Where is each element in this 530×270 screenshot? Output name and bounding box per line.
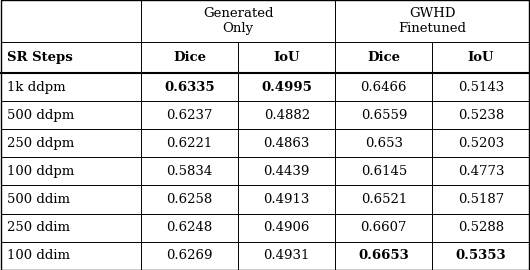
Text: 250 ddim: 250 ddim	[7, 221, 70, 234]
Text: 0.4882: 0.4882	[264, 109, 310, 122]
Text: 0.6335: 0.6335	[164, 81, 215, 94]
Text: 0.6466: 0.6466	[360, 81, 407, 94]
Text: 0.6269: 0.6269	[166, 249, 213, 262]
Text: 0.6221: 0.6221	[166, 137, 213, 150]
Text: Dice: Dice	[173, 51, 206, 64]
Text: 0.5353: 0.5353	[456, 249, 506, 262]
Text: 0.4995: 0.4995	[261, 81, 312, 94]
Text: 0.6653: 0.6653	[358, 249, 409, 262]
Text: 250 ddpm: 250 ddpm	[7, 137, 74, 150]
Text: 0.5238: 0.5238	[458, 109, 504, 122]
Text: 0.6521: 0.6521	[361, 193, 407, 206]
Text: Generated
Only: Generated Only	[203, 7, 273, 35]
Text: 0.5143: 0.5143	[458, 81, 504, 94]
Text: 0.6248: 0.6248	[166, 221, 213, 234]
Text: 0.653: 0.653	[365, 137, 403, 150]
Text: 0.4931: 0.4931	[263, 249, 310, 262]
Text: 0.5187: 0.5187	[458, 193, 504, 206]
Text: GWHD
Finetuned: GWHD Finetuned	[399, 7, 466, 35]
Text: IoU: IoU	[273, 51, 300, 64]
Text: 0.4439: 0.4439	[263, 165, 310, 178]
Text: 500 ddpm: 500 ddpm	[7, 109, 74, 122]
Text: Dice: Dice	[367, 51, 400, 64]
Text: 0.5203: 0.5203	[458, 137, 504, 150]
Text: IoU: IoU	[467, 51, 494, 64]
Text: 1k ddpm: 1k ddpm	[7, 81, 66, 94]
Text: SR Steps: SR Steps	[7, 51, 73, 64]
Text: 0.5834: 0.5834	[166, 165, 213, 178]
Text: 100 ddim: 100 ddim	[7, 249, 70, 262]
Text: 100 ddpm: 100 ddpm	[7, 165, 74, 178]
Text: 0.6258: 0.6258	[166, 193, 213, 206]
Text: 0.4906: 0.4906	[263, 221, 310, 234]
Text: 0.4913: 0.4913	[263, 193, 310, 206]
Text: 0.6559: 0.6559	[360, 109, 407, 122]
Text: 0.6145: 0.6145	[361, 165, 407, 178]
Text: 0.4773: 0.4773	[458, 165, 504, 178]
Text: 0.4863: 0.4863	[263, 137, 310, 150]
Text: 0.6237: 0.6237	[166, 109, 213, 122]
Text: 500 ddim: 500 ddim	[7, 193, 70, 206]
Text: 0.5288: 0.5288	[458, 221, 504, 234]
Text: 0.6607: 0.6607	[360, 221, 407, 234]
